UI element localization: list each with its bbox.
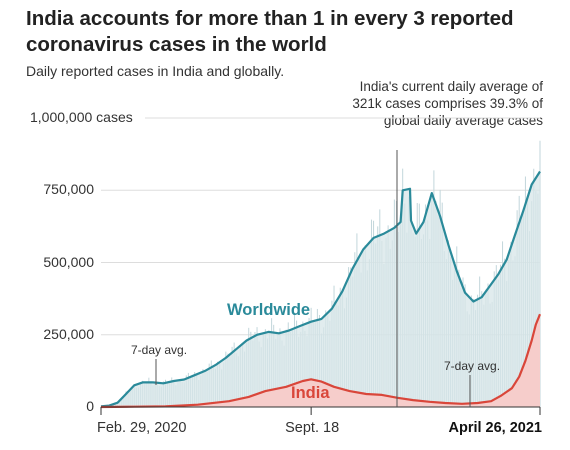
x-tick-label: Sept. 18 bbox=[285, 420, 340, 436]
series-label-worldwide: Worldwide bbox=[227, 301, 311, 319]
chart-subtitle: Daily reported cases in India and global… bbox=[26, 63, 285, 79]
x-tick-label: April 26, 2021 bbox=[448, 420, 543, 436]
line-layer bbox=[100, 170, 542, 409]
y-tick-label: 500,000 bbox=[43, 253, 94, 270]
current-average-annotation: India's current daily average of 321k ca… bbox=[352, 79, 543, 128]
india-line bbox=[100, 313, 542, 409]
y-tick-label: 0 bbox=[86, 398, 94, 414]
chart-title: India accounts for more than 1 in every … bbox=[26, 7, 514, 56]
worldwide-area bbox=[101, 171, 540, 407]
y-tick-label: 750,000 bbox=[43, 181, 94, 198]
y-tick-label: 1,000,000 cases bbox=[30, 109, 133, 125]
axis-layer bbox=[100, 150, 541, 415]
worldwide-line bbox=[100, 170, 541, 408]
seven-day-avg-label-worldwide: 7-day avg. bbox=[131, 343, 188, 357]
series-label-india: India bbox=[291, 384, 330, 402]
x-tick-label: Feb. 29, 2020 bbox=[97, 420, 187, 436]
india-area bbox=[101, 314, 540, 407]
grid-layer bbox=[101, 117, 540, 336]
y-tick-label: 250,000 bbox=[43, 325, 94, 342]
seven-day-avg-label-india: 7-day avg. bbox=[444, 359, 501, 373]
area-layer bbox=[101, 171, 540, 407]
